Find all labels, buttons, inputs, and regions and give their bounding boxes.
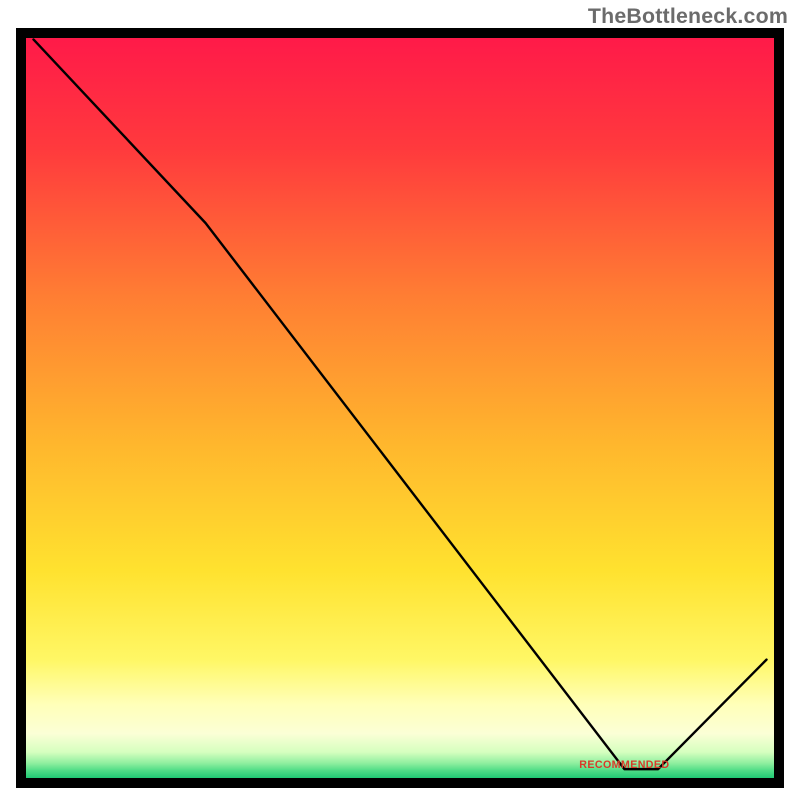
- bottleneck-curve: [33, 39, 766, 769]
- chart-area: RECOMMENDED: [26, 38, 774, 778]
- watermark-text: TheBottleneck.com: [588, 4, 788, 29]
- line-plot: [26, 38, 774, 778]
- recommended-label: RECOMMENDED: [579, 759, 669, 771]
